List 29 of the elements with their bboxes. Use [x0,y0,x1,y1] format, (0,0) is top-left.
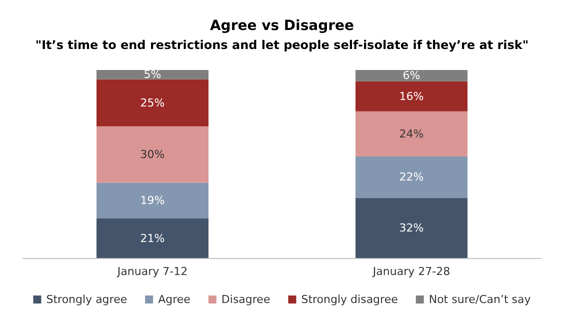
x-tick-label: January 7-12 [116,265,188,278]
data-label: 24% [399,127,424,140]
data-label: 32% [399,221,424,234]
bar [356,156,468,198]
bar [96,218,208,258]
data-label: 6% [402,69,420,82]
bar [96,126,208,183]
chart-title: Agree vs Disagree [210,18,354,34]
x-tick-label: January 27-28 [372,265,450,278]
data-label: 5% [144,68,162,82]
bar [356,70,468,82]
bar [96,70,208,80]
data-label: 16% [399,90,424,103]
bar [356,81,468,112]
legend-label: Not sure/Can’t say [428,293,532,306]
bar [356,198,468,258]
legend-label: Strongly agree [46,293,128,306]
bar [356,111,468,156]
legend-label: Strongly disagree [301,293,398,306]
bar [96,79,208,126]
bar [96,182,208,219]
data-label: 21% [140,232,165,245]
chart-subtitle: "It’s time to end restrictions and let people self-isolate if they’re at risk" [35,38,529,52]
data-label: 25% [140,96,165,110]
data-label: 22% [399,170,424,184]
legend-label: Disagree [221,293,270,306]
data-label: 30% [140,148,165,162]
data-label: 19% [140,194,165,208]
legend-label: Agree [158,293,191,306]
